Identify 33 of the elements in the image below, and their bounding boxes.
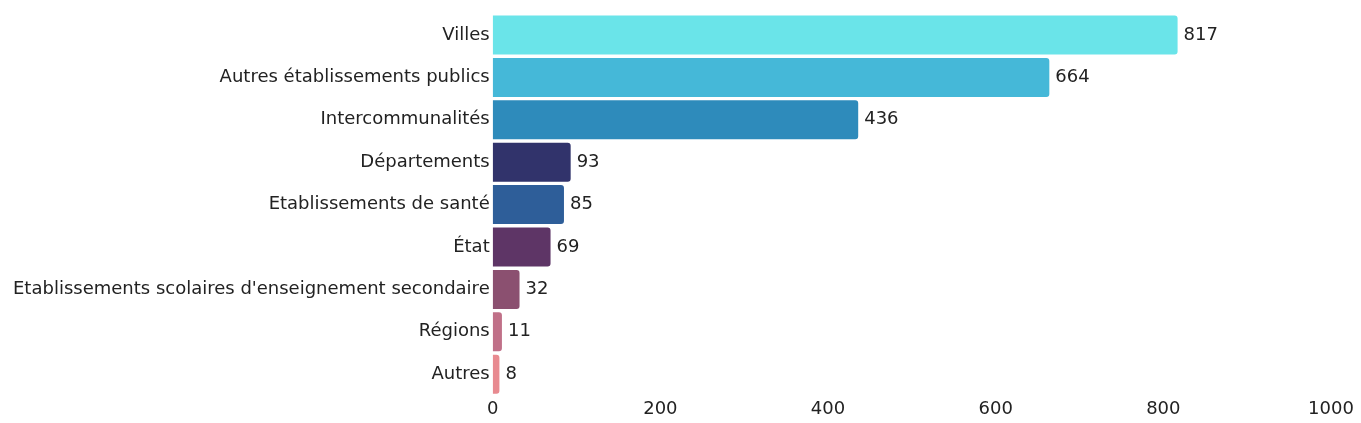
bar xyxy=(492,57,1050,97)
bar xyxy=(492,354,500,394)
data-label: 93 xyxy=(576,149,600,171)
data-label: 8 xyxy=(505,361,517,383)
data-label: 11 xyxy=(507,319,531,341)
x-tick-label: 600 xyxy=(978,396,1013,418)
data-label: 664 xyxy=(1055,65,1090,87)
data-label: 436 xyxy=(864,107,899,129)
y-tick-label: Autres xyxy=(431,361,490,383)
y-tick-label: État xyxy=(453,234,490,256)
y-tick-label: Villes xyxy=(442,22,490,44)
y-tick-label: Autres établissements publics xyxy=(219,65,490,87)
data-label: 32 xyxy=(525,277,549,299)
y-tick-label: Intercommunalités xyxy=(320,107,490,129)
y-tick-label: Etablissements de santé xyxy=(268,192,490,214)
data-label: 85 xyxy=(569,192,593,214)
x-tick-label: 1000 xyxy=(1308,396,1354,418)
x-tick-label: 400 xyxy=(810,396,846,418)
x-tick-label: 800 xyxy=(1146,396,1181,418)
bar xyxy=(492,227,551,267)
y-tick-label: Etablissements scolaires d'enseignement secondaire xyxy=(12,277,490,299)
bar xyxy=(492,312,502,352)
bar xyxy=(492,100,859,140)
bar xyxy=(492,142,571,182)
y-tick-label: Départements xyxy=(360,149,490,171)
bar xyxy=(492,185,564,225)
x-tick-label: 200 xyxy=(643,396,678,418)
bar xyxy=(492,269,520,309)
data-label: 69 xyxy=(556,234,580,256)
x-tick-label: 0 xyxy=(486,396,499,418)
data-label: 817 xyxy=(1183,22,1218,44)
y-tick-label: Régions xyxy=(418,319,490,341)
bar xyxy=(492,15,1178,55)
